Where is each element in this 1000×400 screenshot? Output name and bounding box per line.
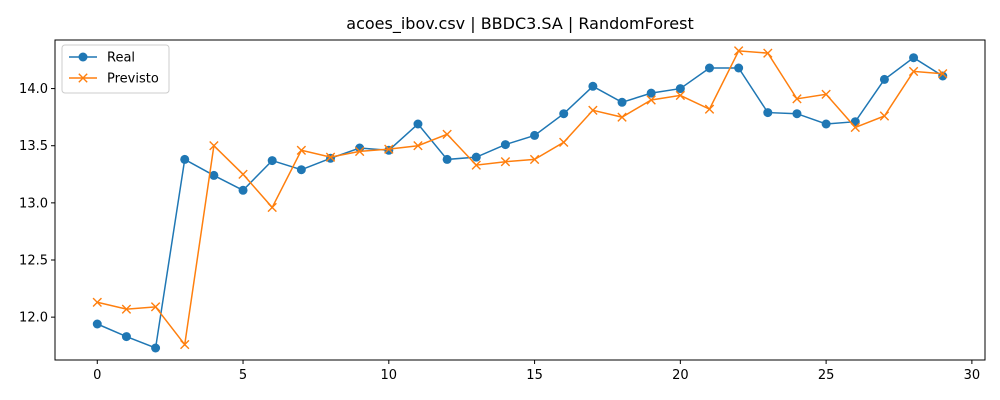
data-point-previsto [238, 169, 248, 179]
data-point-real [209, 170, 219, 180]
data-point-real [92, 319, 102, 329]
legend-marker-previsto [78, 73, 88, 83]
data-point-real [879, 74, 889, 84]
data-point-previsto [180, 339, 190, 350]
data-point-real [617, 97, 627, 107]
data-point-previsto [792, 94, 802, 104]
data-point-previsto [92, 297, 102, 307]
data-point-previsto [325, 152, 336, 162]
data-point-real [821, 119, 831, 129]
data-point-real [355, 143, 365, 153]
data-point-real [530, 130, 540, 140]
legend-label-previsto: Previsto [107, 72, 159, 87]
data-point-previsto [471, 160, 481, 170]
series-line-real [96, 56, 944, 350]
y-tick-label: 12.5 [19, 254, 48, 269]
data-point-real [326, 153, 336, 163]
y-tick-label: 13.0 [19, 196, 48, 211]
axes-frame [54, 39, 986, 361]
data-point-previsto [938, 69, 948, 79]
data-point-previsto [296, 145, 307, 155]
data-point-real [909, 53, 919, 63]
data-point-real [296, 165, 306, 175]
data-point-previsto [850, 122, 860, 133]
legend: Real Previsto [61, 44, 170, 94]
x-tick-label: 10 [381, 368, 398, 383]
plot-area: 0 5 10 15 20 25 30 12.0 12.5 13.0 13.5 14.0 Real Prev… [19, 39, 986, 383]
series-line-previsto [97, 50, 943, 347]
data-point-real [675, 84, 685, 94]
data-point-previsto [150, 302, 161, 312]
legend-label-real: Real [107, 51, 135, 66]
data-point-previsto [442, 129, 452, 139]
data-point-previsto [908, 66, 919, 77]
data-point-previsto [559, 137, 569, 147]
data-point-previsto [500, 157, 511, 167]
data-point-real [646, 88, 656, 98]
data-point-real [267, 156, 277, 166]
data-point-real [121, 332, 131, 342]
data-point-real [442, 154, 452, 164]
data-point-real [763, 108, 773, 118]
data-point-previsto [704, 104, 715, 114]
data-point-real [704, 63, 714, 73]
data-point-real [500, 140, 510, 150]
data-point-previsto [646, 95, 656, 105]
data-point-real [559, 109, 569, 119]
x-tick-label: 30 [964, 368, 981, 383]
y-tick-label: 12.0 [19, 311, 48, 326]
data-point-previsto [413, 141, 423, 151]
data-point-real [588, 81, 598, 91]
data-point-previsto [384, 144, 394, 154]
data-point-real [413, 119, 423, 129]
data-point-previsto [588, 105, 598, 115]
data-point-real [151, 343, 161, 353]
data-point-previsto [354, 146, 365, 157]
y-tick-label: 14.0 [19, 82, 48, 97]
data-point-previsto [209, 141, 219, 151]
x-tick-label: 5 [239, 368, 247, 383]
data-point-previsto [267, 202, 277, 213]
data-point-real [180, 154, 190, 164]
chart-title: acoes_ibov.csv | BBDC3.SA | RandomForest [346, 14, 693, 34]
data-point-previsto [821, 89, 831, 99]
data-point-previsto [763, 48, 773, 58]
data-point-real [734, 63, 744, 73]
x-tick-label: 15 [526, 368, 543, 383]
data-point-previsto [733, 46, 744, 56]
data-point-previsto [529, 154, 540, 165]
data-point-previsto [617, 112, 627, 122]
data-point-previsto [121, 304, 132, 314]
data-point-real [792, 109, 802, 119]
x-tick-label: 20 [672, 368, 689, 383]
x-tick-label: 25 [818, 368, 835, 383]
data-point-real [471, 152, 481, 162]
data-point-real [238, 185, 248, 195]
data-point-real [384, 145, 394, 155]
data-point-previsto [879, 111, 890, 121]
legend-marker-real [78, 52, 88, 62]
y-tick-label: 13.5 [19, 139, 48, 154]
x-tick-label: 0 [93, 368, 101, 383]
data-point-previsto [675, 90, 686, 101]
